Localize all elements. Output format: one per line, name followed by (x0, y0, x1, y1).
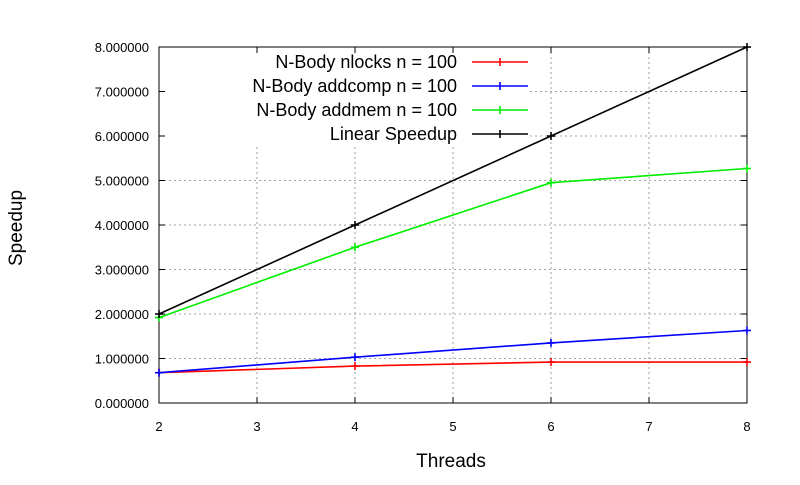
legend: N-Body nlocks n = 100 N-Body addcomp n = … (252, 52, 528, 144)
data-point (351, 221, 359, 229)
plot-border (158, 46, 748, 404)
data-point (547, 132, 555, 140)
legend-label: N-Body addcomp n = 100 (252, 76, 457, 96)
x-tick-label: 5 (449, 419, 456, 434)
data-point (351, 362, 359, 371)
series-line-3 (158, 167, 748, 319)
legend-label: N-Body addmem n = 100 (256, 100, 457, 120)
x-tick-label: 2 (155, 419, 162, 434)
y-tick-label: 2.000000 (95, 307, 149, 322)
data-point (743, 164, 751, 173)
x-tick-label: 6 (547, 419, 554, 434)
y-tick-label: 6.000000 (95, 129, 149, 144)
data-point (351, 243, 359, 252)
x-tick-label: 7 (645, 419, 652, 434)
data-point (155, 368, 163, 377)
y-axis-label: Speedup (6, 190, 27, 266)
legend-label: N-Body nlocks n = 100 (275, 52, 457, 72)
y-tick-label: 4.000000 (95, 218, 149, 233)
y-tick-label: 3.000000 (95, 263, 149, 278)
series-line-4 (158, 46, 748, 315)
data-point (547, 178, 555, 187)
x-tick-label: 4 (351, 419, 358, 434)
x-axis-label: Threads (416, 451, 486, 472)
x-tick-label: 8 (743, 419, 750, 434)
x-tick-label: 3 (253, 419, 260, 434)
y-tick-label: 8.000000 (95, 40, 149, 55)
data-point (743, 43, 751, 51)
series-line-1 (158, 361, 747, 374)
axes: 2 3 4 5 6 7 8 0.000000 1.000000 2.000000 3.000000 4… (95, 40, 751, 434)
data-point (547, 358, 555, 367)
y-tick-label: 0.000000 (95, 396, 149, 411)
y-tick-label: 1.000000 (95, 352, 149, 367)
data-point (743, 326, 751, 335)
series-line-2 (158, 329, 748, 374)
y-tick-label: 5.000000 (95, 174, 149, 189)
series-lines (155, 43, 751, 377)
legend-label: Linear Speedup (330, 124, 457, 144)
data-point (351, 353, 359, 362)
data-point (155, 310, 163, 318)
data-point (743, 358, 751, 367)
data-point (547, 338, 555, 347)
y-tick-label: 7.000000 (95, 85, 149, 100)
